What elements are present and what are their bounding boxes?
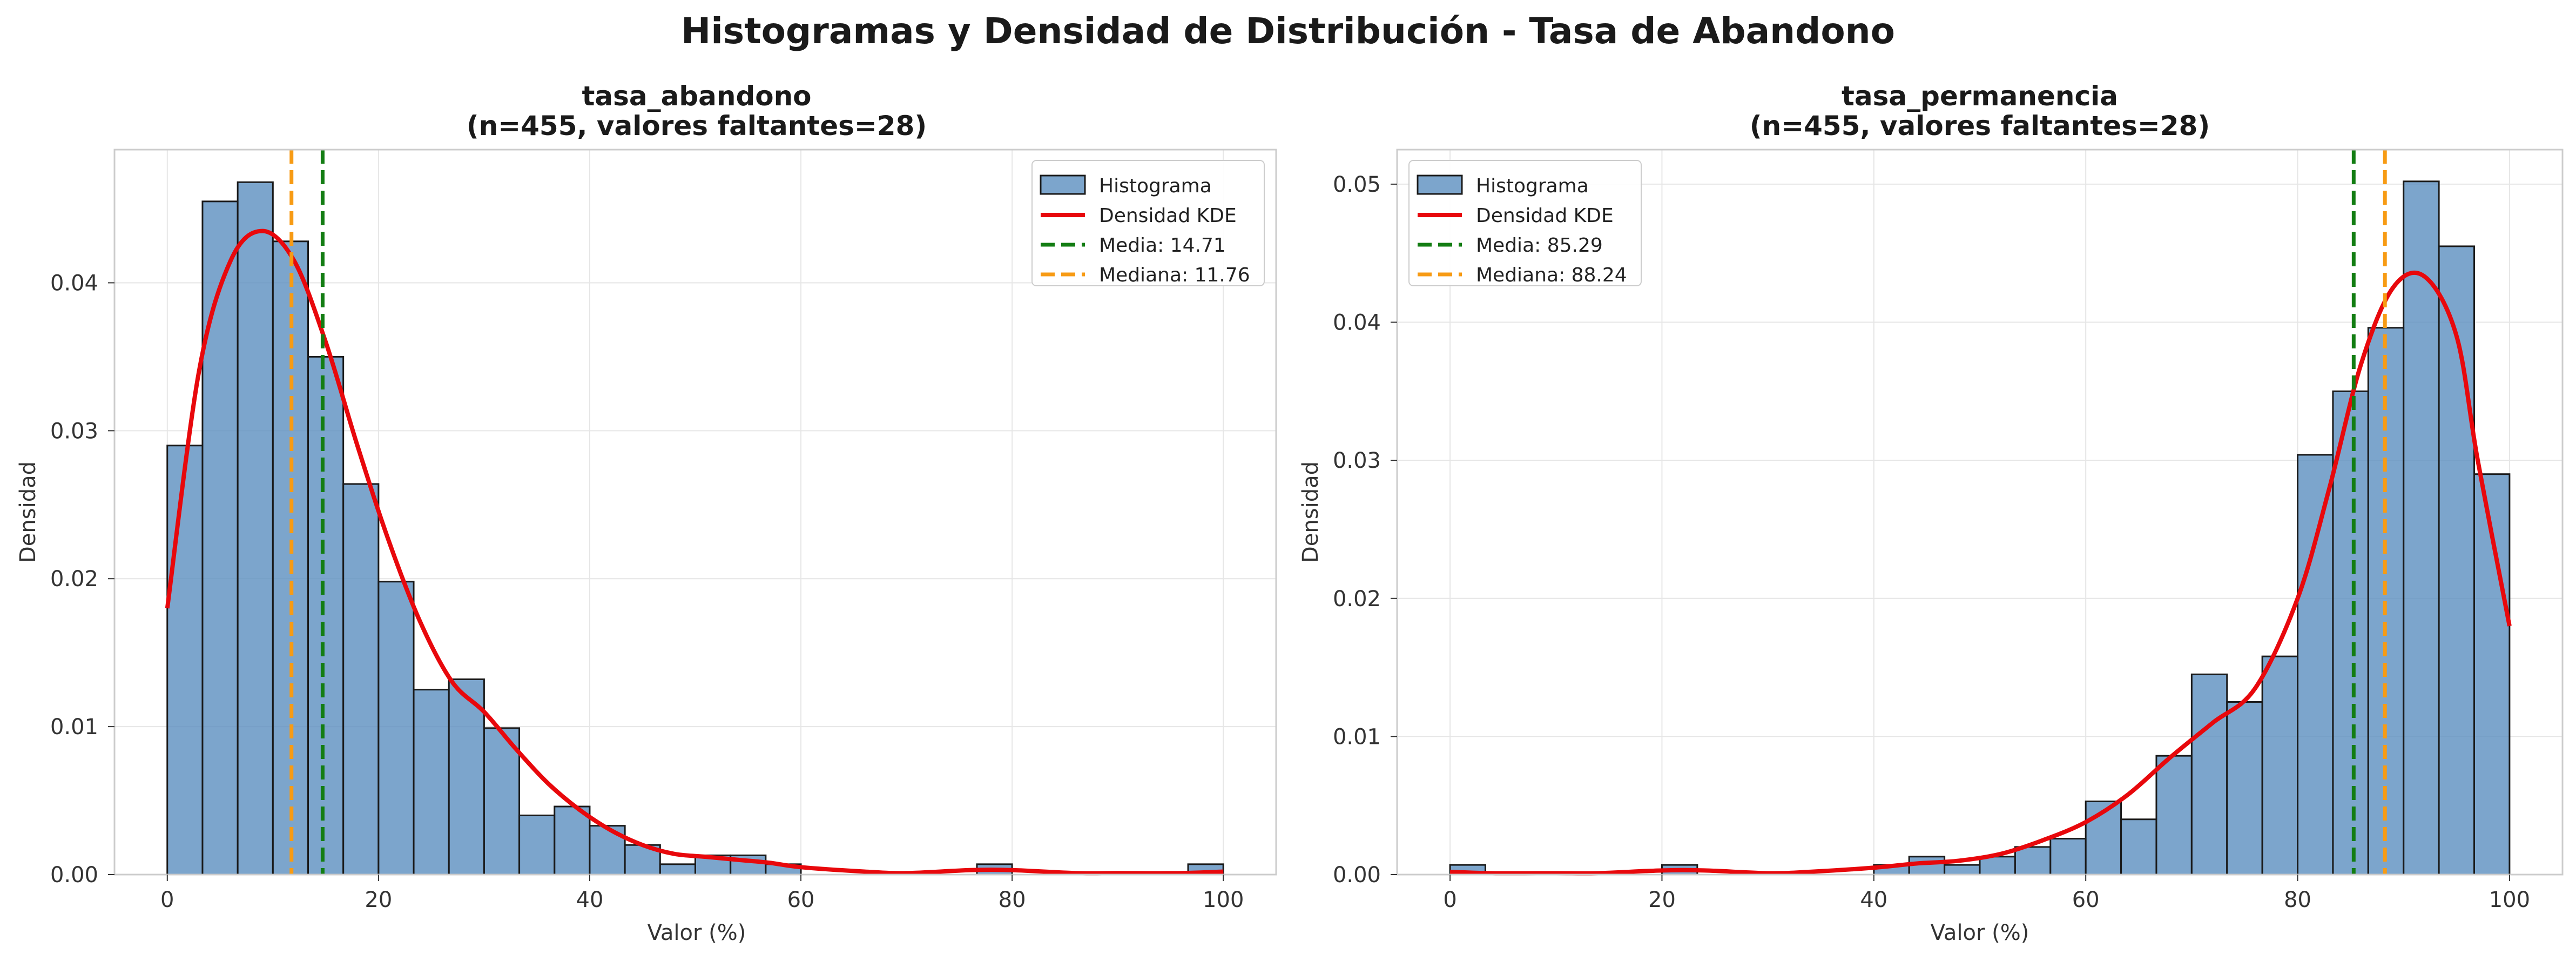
histogram-bar — [237, 181, 274, 876]
histogram-bar — [2226, 701, 2263, 876]
legend-label: Media: 85.29 — [1476, 234, 1603, 257]
histogram-bar — [166, 445, 204, 876]
y-tick-label: 0.01 — [1333, 724, 1381, 749]
y-tick-label: 0.04 — [1333, 311, 1381, 335]
x-tick-label: 20 — [1648, 888, 1676, 912]
y-tick-label: 0.01 — [50, 715, 98, 740]
y-tick-label: 0.02 — [50, 567, 98, 592]
panel-title-line2: (n=455, valores faltantes=28) — [1750, 110, 2210, 142]
y-axis-label: Densidad — [16, 461, 41, 563]
legend-label: Histograma — [1476, 175, 1589, 197]
histogram-bar — [307, 355, 345, 876]
legend: Histograma Densidad KDE Media: 14.71 Median… — [1031, 160, 1265, 286]
panel-title-line1: tasa_permanencia — [1842, 80, 2118, 112]
x-tick-label: 80 — [2284, 888, 2311, 912]
histogram-bar — [2014, 846, 2052, 876]
histogram-bar — [2190, 673, 2228, 876]
x-tick-label: 80 — [999, 888, 1026, 912]
histogram-bar — [1979, 856, 2016, 876]
legend-box — [1031, 160, 1265, 286]
panel-title-line2: (n=455, valores faltantes=28) — [467, 110, 927, 142]
y-axis-label: Densidad — [1298, 461, 1323, 563]
x-tick-label: 60 — [787, 888, 815, 912]
y-tick-label: 0.00 — [1333, 863, 1381, 888]
histogram-bar — [2120, 818, 2157, 876]
x-axis-label: Valor (%) — [648, 920, 746, 945]
histogram-bar — [413, 689, 450, 876]
histogram-bar — [2261, 655, 2299, 876]
legend-label: Mediana: 11.76 — [1099, 264, 1250, 286]
x-tick-label: 0 — [1443, 888, 1456, 912]
kde-line — [1449, 270, 2512, 876]
x-tick-label: 100 — [2489, 888, 2530, 912]
x-tick-label: 40 — [1860, 888, 1887, 912]
x-tick-label: 40 — [576, 888, 604, 912]
y-tick-label: 0.02 — [1333, 587, 1381, 611]
histogram-bar — [483, 727, 521, 876]
histogram-bar — [554, 805, 591, 876]
figure-suptitle: Histogramas y Densidad de Distribución -… — [681, 10, 1895, 52]
legend-swatch-histogram — [1040, 174, 1086, 195]
legend-swatch-histogram — [1417, 174, 1463, 195]
x-tick-label: 100 — [1203, 888, 1244, 912]
histogram-bar — [2297, 454, 2334, 876]
y-tick-label: 0.03 — [50, 419, 98, 443]
legend-label: Densidad KDE — [1099, 205, 1237, 227]
kde-line — [165, 229, 1224, 876]
histogram-bar — [2332, 390, 2369, 876]
x-tick-label: 60 — [2072, 888, 2100, 912]
histogram-bar — [2155, 755, 2193, 876]
histogram-bar — [342, 483, 380, 876]
x-axis-label: Valor (%) — [1931, 920, 2029, 945]
plot-frame — [1396, 149, 2564, 876]
legend: Histograma Densidad KDE Media: 85.29 Median… — [1408, 160, 1642, 286]
legend-label: Mediana: 88.24 — [1476, 264, 1627, 286]
x-tick-label: 20 — [365, 888, 392, 912]
y-tick-label: 0.05 — [1333, 172, 1381, 197]
panel-tasa-abandono: 0 20 40 60 80 100 0.00 0.01 0.02 0.03 0.04 Histogra… — [16, 80, 1277, 945]
histogram-bar — [201, 200, 239, 876]
histogram-bar — [659, 863, 696, 876]
histogram-bar — [2438, 245, 2475, 876]
plot-frame — [113, 149, 1277, 876]
legend-label: Densidad KDE — [1476, 205, 1614, 227]
histogram-bar — [518, 814, 556, 876]
legend-label: Media: 14.71 — [1099, 234, 1226, 257]
histogram-bar — [2403, 180, 2440, 876]
y-tick-label: 0.04 — [50, 271, 98, 295]
legend-label: Histograma — [1099, 175, 1212, 197]
histogram-bar — [2049, 838, 2087, 876]
legend-box — [1408, 160, 1642, 286]
x-tick-label: 0 — [160, 888, 174, 912]
histogram-bar — [1944, 864, 1981, 876]
y-tick-label: 0.00 — [50, 863, 98, 888]
y-tick-label: 0.03 — [1333, 448, 1381, 473]
histogram-bar — [377, 581, 415, 876]
panel-tasa-permanencia: 0 20 40 60 80 100 0.00 0.01 0.02 0.03 0.04 0.05 Hist… — [1298, 80, 2564, 945]
panel-title-line1: tasa_abandono — [582, 80, 811, 112]
